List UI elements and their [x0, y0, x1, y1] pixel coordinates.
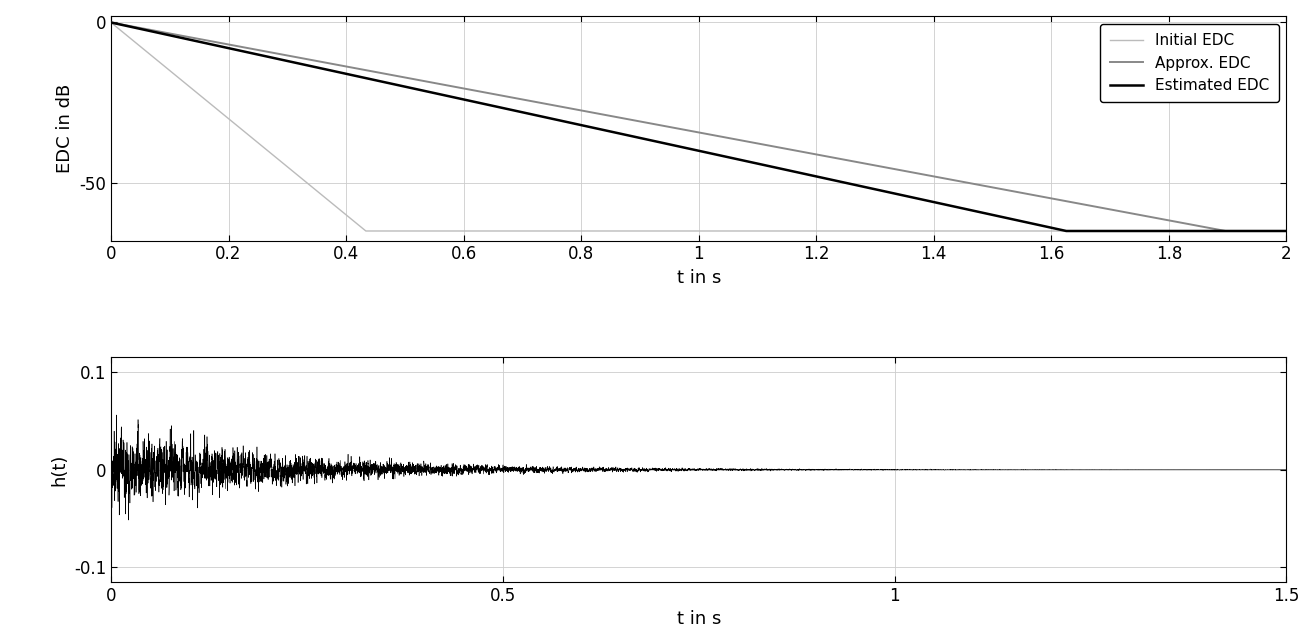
- Initial EDC: [1185, 227, 1200, 235]
- Y-axis label: EDC in dB: EDC in dB: [56, 84, 73, 173]
- Estimated EDC: [1279, 227, 1294, 235]
- Approx. EDC: [1185, 221, 1200, 229]
- Approx. EDC: [1279, 227, 1294, 235]
- Initial EDC: [662, 227, 678, 235]
- Initial EDC: [1243, 227, 1259, 235]
- Line: Approx. EDC: Approx. EDC: [111, 23, 1286, 231]
- Line: Initial EDC: Initial EDC: [111, 23, 1286, 231]
- Initial EDC: [607, 227, 623, 235]
- Approx. EDC: [957, 178, 973, 186]
- Estimated EDC: [103, 19, 119, 26]
- Estimated EDC: [957, 205, 973, 213]
- Estimated EDC: [597, 127, 613, 134]
- Initial EDC: [957, 227, 973, 235]
- Y-axis label: h(t): h(t): [51, 453, 68, 486]
- Approx. EDC: [606, 113, 622, 120]
- Estimated EDC: [606, 129, 622, 136]
- Initial EDC: [103, 19, 119, 26]
- Approx. EDC: [597, 111, 613, 119]
- Approx. EDC: [1243, 227, 1259, 235]
- Legend: Initial EDC, Approx. EDC, Estimated EDC: Initial EDC, Approx. EDC, Estimated EDC: [1101, 24, 1279, 102]
- X-axis label: t in s: t in s: [677, 610, 721, 628]
- Line: Estimated EDC: Estimated EDC: [111, 23, 1286, 231]
- Estimated EDC: [1243, 227, 1259, 235]
- Estimated EDC: [1185, 227, 1200, 235]
- Initial EDC: [1279, 227, 1294, 235]
- Estimated EDC: [1058, 227, 1074, 235]
- Initial EDC: [597, 227, 613, 235]
- Approx. EDC: [1217, 227, 1233, 235]
- X-axis label: t in s: t in s: [677, 269, 721, 287]
- Approx. EDC: [662, 123, 678, 131]
- Initial EDC: [358, 227, 374, 235]
- Approx. EDC: [103, 19, 119, 26]
- Estimated EDC: [662, 141, 678, 149]
